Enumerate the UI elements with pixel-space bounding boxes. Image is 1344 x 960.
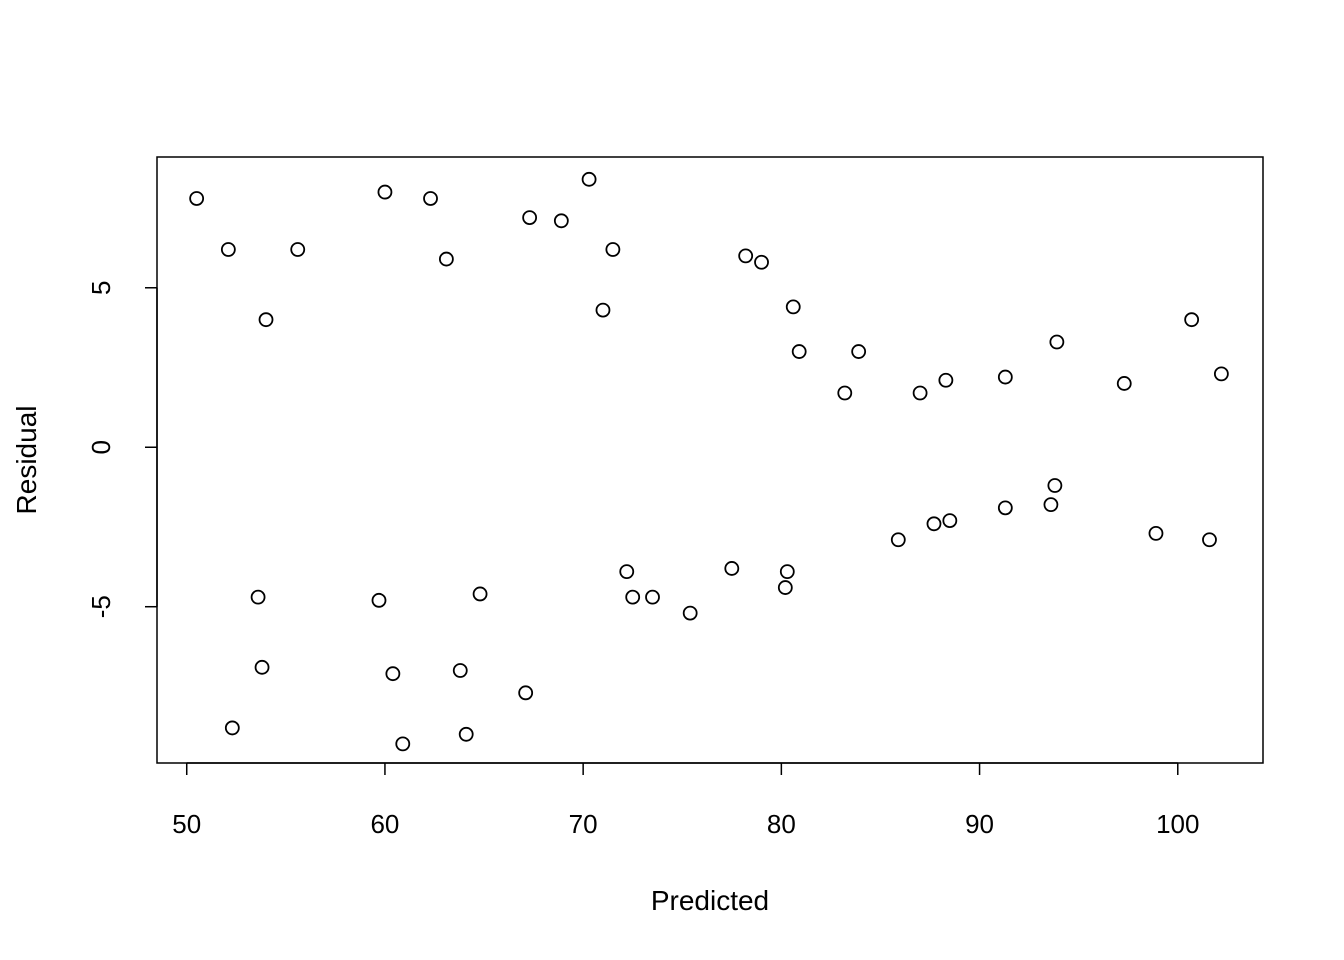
data-point	[997, 369, 1013, 385]
plot-frame	[156, 156, 1264, 764]
data-point	[1202, 532, 1217, 548]
x-axis: 50 60 70 80 90 100	[172, 762, 1199, 839]
y-tick-label: 5	[86, 281, 116, 295]
y-axis-title: Residual	[11, 406, 42, 515]
data-point	[619, 564, 635, 580]
y-tick-label: 0	[86, 440, 116, 454]
data-points	[189, 171, 1229, 752]
data-point	[912, 385, 928, 401]
data-point	[518, 685, 534, 701]
data-point	[581, 171, 597, 187]
data-point	[1047, 478, 1063, 493]
data-point	[220, 242, 236, 257]
data-point	[926, 516, 942, 532]
x-tick-label: 70	[569, 809, 598, 839]
data-point	[258, 312, 274, 328]
data-point	[254, 659, 270, 675]
y-axis: -5 0 5	[86, 281, 158, 618]
data-point	[605, 242, 621, 257]
data-point	[837, 385, 853, 401]
data-point	[377, 184, 393, 200]
x-tick-label: 90	[965, 809, 994, 839]
data-point	[290, 242, 306, 257]
data-point	[791, 344, 807, 359]
x-tick-label: 100	[1156, 809, 1199, 839]
y-tick-label: -5	[86, 595, 116, 618]
data-point	[438, 251, 454, 267]
data-point	[472, 586, 488, 602]
x-tick-label: 60	[370, 809, 399, 839]
data-point	[452, 663, 468, 678]
x-tick-label: 50	[172, 809, 201, 839]
data-point	[738, 248, 754, 264]
data-point	[395, 736, 411, 752]
data-point	[385, 666, 401, 682]
data-point	[890, 532, 906, 548]
data-point	[1184, 312, 1200, 328]
data-point	[779, 564, 795, 580]
data-point	[785, 299, 801, 315]
data-point	[777, 580, 793, 595]
data-point	[942, 513, 958, 528]
data-point	[224, 720, 240, 736]
data-point	[595, 302, 611, 318]
data-point	[754, 254, 769, 270]
data-point	[553, 213, 569, 229]
data-point	[458, 726, 474, 742]
data-point	[371, 592, 387, 608]
data-point	[724, 561, 740, 576]
data-point	[1049, 334, 1065, 350]
data-point	[1148, 525, 1164, 541]
data-point	[1213, 366, 1229, 382]
data-point	[645, 589, 660, 605]
data-point	[682, 605, 698, 621]
data-point	[1043, 497, 1059, 513]
x-tick-label: 80	[767, 809, 796, 839]
data-point	[938, 372, 954, 388]
x-axis-title: Predicted	[651, 885, 769, 916]
data-point	[851, 344, 867, 359]
data-point	[1116, 376, 1132, 391]
data-point	[625, 589, 641, 605]
data-point	[522, 210, 538, 226]
data-point	[423, 191, 438, 206]
data-point	[997, 500, 1013, 516]
data-point	[189, 191, 205, 206]
data-point	[250, 589, 266, 605]
